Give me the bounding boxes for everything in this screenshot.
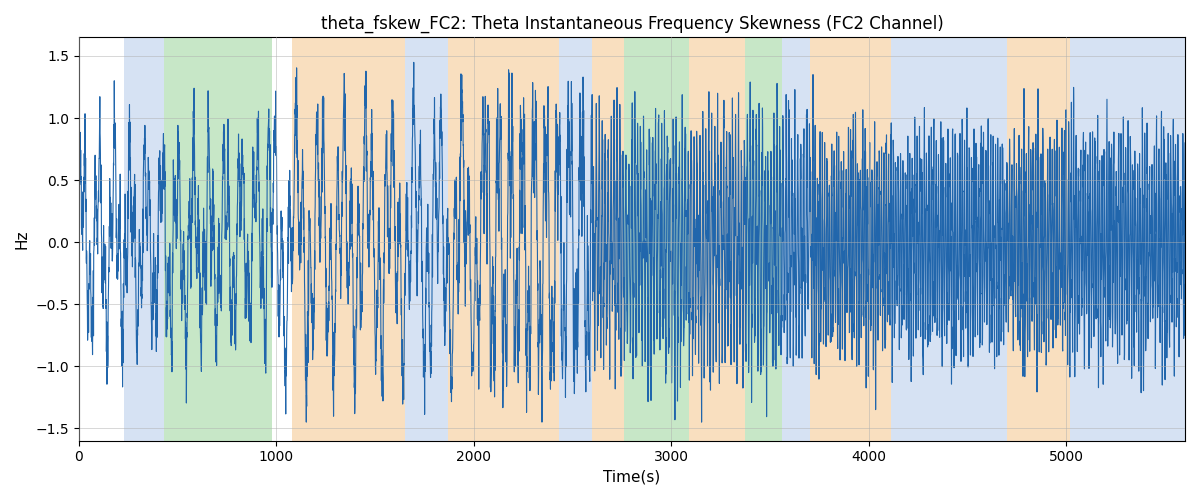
Bar — [593, 38, 624, 440]
Bar — [1070, 38, 1186, 440]
Bar — [1007, 38, 1070, 440]
Bar — [782, 38, 810, 440]
Bar — [689, 38, 744, 440]
Y-axis label: Hz: Hz — [14, 230, 30, 249]
Bar — [810, 38, 890, 440]
Bar — [449, 38, 559, 440]
Bar — [125, 38, 164, 440]
Bar — [890, 38, 1007, 440]
Title: theta_fskew_FC2: Theta Instantaneous Frequency Skewness (FC2 Channel): theta_fskew_FC2: Theta Instantaneous Fre… — [320, 15, 943, 34]
Bar — [404, 38, 449, 440]
Bar — [744, 38, 782, 440]
Bar — [624, 38, 689, 440]
Bar — [559, 38, 593, 440]
Bar — [164, 38, 272, 440]
Bar — [293, 38, 404, 440]
X-axis label: Time(s): Time(s) — [604, 470, 660, 485]
